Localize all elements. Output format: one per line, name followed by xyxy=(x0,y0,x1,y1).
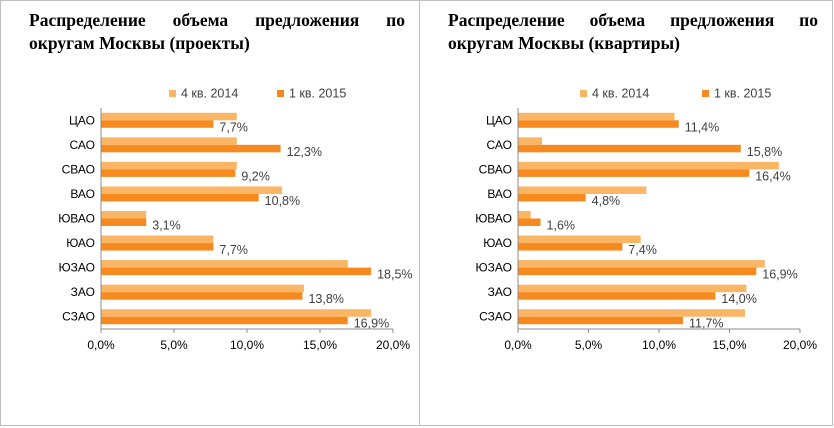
data-label: 9,2% xyxy=(241,169,270,183)
legend-swatch-2 xyxy=(702,90,709,97)
bar-2015q1-7 xyxy=(101,267,372,276)
data-label: 3,1% xyxy=(152,219,181,233)
category-label: ЮЗАО xyxy=(59,261,95,275)
x-tick-label: 0,0% xyxy=(504,338,532,352)
bar-2014q4-9 xyxy=(101,309,372,317)
legend-label-2: 1 кв. 2015 xyxy=(289,87,346,101)
x-tick-label: 5,0% xyxy=(160,338,188,352)
bar-2015q1-3 xyxy=(101,169,236,177)
data-label: 15,8% xyxy=(747,145,782,159)
data-label: 18,5% xyxy=(377,268,412,282)
bar-2014q4-4 xyxy=(101,186,283,194)
category-label: ЮЗАО xyxy=(476,261,512,275)
bar-2014q4-9 xyxy=(518,309,746,317)
bar-2015q1-9 xyxy=(101,316,348,325)
x-tick-label: 5,0% xyxy=(575,338,603,352)
data-label: 11,4% xyxy=(685,120,720,134)
bar-chart-apartments: 4 кв. 2014 1 кв. 2015 ЦАО 11,4% САО 15,8% СВАО… xyxy=(475,87,817,353)
bar-2015q1-5 xyxy=(101,218,147,226)
category-label: ЗАО xyxy=(488,285,512,299)
x-tick-label: 10,0% xyxy=(230,338,264,352)
category-label: ЦАО xyxy=(486,113,512,127)
x-tick-label: 20,0% xyxy=(376,338,410,352)
data-label: 7,4% xyxy=(628,243,657,257)
bar-2014q4-5 xyxy=(518,211,531,219)
legend-label-2: 1 кв. 2015 xyxy=(714,87,771,101)
bar-2015q1-1 xyxy=(101,120,214,128)
chart-panel-projects: Распределение объема предложения по окру… xyxy=(0,0,420,426)
x-tick-label: 0,0% xyxy=(87,338,115,352)
bar-2014q4-5 xyxy=(101,211,147,219)
bar-2015q1-8 xyxy=(518,292,716,300)
data-label: 16,9% xyxy=(762,268,797,282)
data-label: 4,8% xyxy=(592,194,621,208)
bar-2015q1-6 xyxy=(101,243,214,251)
data-label: 7,7% xyxy=(219,120,248,134)
data-label: 11,7% xyxy=(689,317,724,331)
bar-2014q4-6 xyxy=(518,235,641,244)
category-label: ВАО xyxy=(487,187,512,201)
bar-2015q1-2 xyxy=(101,144,281,153)
chart-title: Распределение объема предложения по окру… xyxy=(29,10,405,53)
category-label: ВАО xyxy=(70,187,95,201)
chart-panel-apartments: Распределение объема предложения по окру… xyxy=(419,0,833,426)
bar-2014q4-2 xyxy=(101,137,237,145)
bar-2015q1-6 xyxy=(518,243,623,251)
category-label: ЮВАО xyxy=(58,212,95,226)
bar-2015q1-8 xyxy=(101,292,303,300)
data-label: 7,7% xyxy=(219,243,248,257)
x-tick-label: 15,0% xyxy=(303,338,337,352)
category-label: СЗАО xyxy=(62,310,95,324)
category-label: САО xyxy=(487,138,512,152)
chart-title: Распределение объема предложения по окру… xyxy=(448,10,818,53)
data-label: 10,8% xyxy=(265,194,300,208)
bar-2015q1-3 xyxy=(518,169,750,177)
bar-2015q1-7 xyxy=(518,267,757,276)
bar-2014q4-4 xyxy=(518,186,647,194)
category-label: ЮВАО xyxy=(475,212,512,226)
x-tick-label: 15,0% xyxy=(712,338,746,352)
bar-2014q4-8 xyxy=(101,284,304,293)
legend-swatch-2 xyxy=(277,90,284,97)
bar-2014q4-2 xyxy=(518,137,542,145)
data-label: 12,3% xyxy=(287,145,322,159)
data-label: 13,8% xyxy=(308,292,343,306)
data-label: 16,9% xyxy=(354,317,389,331)
bar-2014q4-1 xyxy=(101,112,237,121)
legend-label-1: 4 кв. 2014 xyxy=(592,87,649,101)
category-label: СЗАО xyxy=(479,310,512,324)
bar-2014q4-8 xyxy=(518,284,747,293)
data-label: 14,0% xyxy=(721,292,756,306)
bar-2014q4-3 xyxy=(101,161,237,170)
category-label: ЦАО xyxy=(69,113,95,127)
legend-label-1: 4 кв. 2014 xyxy=(181,87,238,101)
bar-2015q1-4 xyxy=(518,193,586,202)
bar-2015q1-1 xyxy=(518,120,679,128)
category-label: ЮАО xyxy=(66,236,95,250)
bar-2014q4-3 xyxy=(518,161,779,170)
data-label: 1,6% xyxy=(547,219,576,233)
bar-2014q4-7 xyxy=(101,260,348,268)
legend-swatch-1 xyxy=(580,90,587,97)
category-label: САО xyxy=(70,138,95,152)
category-label: СВАО xyxy=(479,162,512,176)
category-label: ЮАО xyxy=(483,236,512,250)
x-tick-label: 10,0% xyxy=(642,338,676,352)
bar-2014q4-1 xyxy=(518,112,675,121)
bar-2015q1-9 xyxy=(518,316,683,325)
bar-2015q1-4 xyxy=(101,193,259,202)
category-label: ЗАО xyxy=(71,285,95,299)
bar-2015q1-5 xyxy=(518,218,541,226)
x-tick-label: 20,0% xyxy=(783,338,817,352)
data-label: 16,4% xyxy=(755,169,790,183)
bar-2014q4-6 xyxy=(101,235,214,244)
bar-2014q4-7 xyxy=(518,260,765,268)
bar-2015q1-2 xyxy=(518,144,741,153)
bar-chart-projects: 4 кв. 2014 1 кв. 2015 ЦАО 7,7% САО 12,3% СВАО 9… xyxy=(58,87,412,353)
legend-swatch-1 xyxy=(169,90,176,97)
category-label: СВАО xyxy=(62,162,95,176)
